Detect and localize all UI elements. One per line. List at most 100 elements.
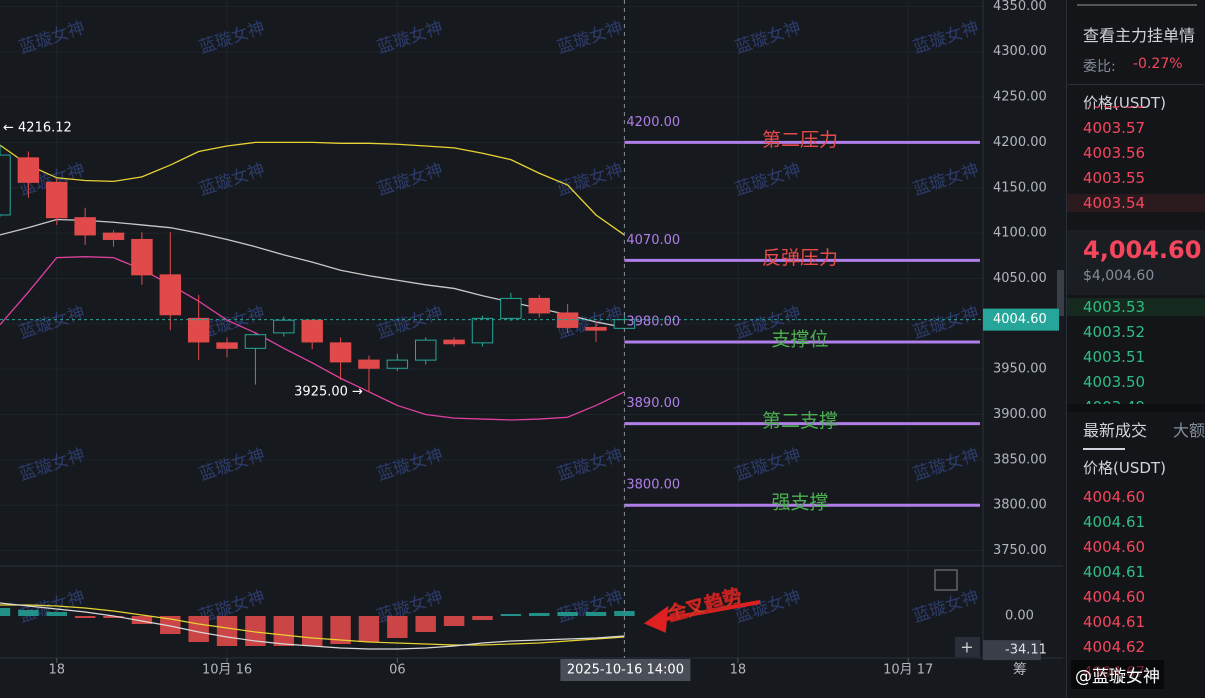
y-tick-label: 4100.00	[993, 226, 1047, 241]
price-row: 4003.52	[1083, 323, 1146, 341]
level-value-label: 4200.00	[626, 115, 680, 130]
annotation: 金叉趋势	[664, 584, 744, 626]
x-tick-label: 18	[730, 663, 747, 678]
watermarks: 蓝璇女神蓝璇女神蓝璇女神蓝璇女神蓝璇女神蓝璇女神蓝璇女神蓝璇女神蓝璇女神蓝璇女神…	[17, 18, 982, 627]
last-price-tag	[983, 308, 1059, 331]
candle-body	[386, 359, 409, 369]
price-row: 4004.60	[1083, 488, 1146, 506]
candle-body	[471, 317, 494, 344]
macd-line	[0, 604, 625, 646]
candle-body	[329, 342, 352, 363]
watermark: 蓝璇女神	[197, 160, 268, 200]
macd-line	[0, 602, 625, 650]
macd-bar	[415, 616, 436, 632]
y-tick-label: 4150.00	[993, 180, 1047, 195]
add-button[interactable]	[955, 637, 980, 657]
bottom-tab[interactable]: 筹	[1013, 661, 1027, 678]
y-tick-label: 3850.00	[993, 452, 1047, 467]
macd-plot	[0, 602, 635, 650]
macd-bar	[301, 616, 323, 646]
candle-body	[131, 238, 153, 276]
watermark: 蓝璇女神	[375, 445, 446, 485]
y-tick-label: 4050.00	[993, 271, 1047, 286]
price-row: 4003.50	[1083, 373, 1146, 391]
last-price: 4,004.60	[1083, 236, 1202, 264]
macd-bar	[273, 616, 295, 646]
macd-bar	[443, 616, 465, 626]
level-label: 支撑位	[771, 328, 828, 350]
price-row: 4003.55	[1083, 169, 1146, 187]
watermark: 蓝璇女神	[555, 160, 626, 200]
level-label: 第二压力	[762, 129, 838, 151]
last-price-usd: $4,004.60	[1083, 268, 1155, 284]
y-tick-label: 4200.00	[993, 135, 1047, 150]
watermark: 蓝璇女神	[911, 445, 982, 485]
candle-body	[273, 319, 295, 334]
candle-body	[500, 297, 522, 319]
level-value-label: 3800.00	[626, 478, 680, 493]
watermark: 蓝璇女神	[733, 445, 804, 485]
candle-body	[301, 319, 323, 343]
band-line	[0, 256, 625, 421]
y-tick-label: 3750.00	[993, 543, 1047, 558]
low-marker: 3925.00 →	[294, 384, 363, 399]
price-row: 4004.60	[1083, 588, 1146, 606]
ratio-value: -0.27%	[1133, 56, 1183, 72]
candle-body	[244, 334, 267, 349]
price-row: 4004.60	[1083, 538, 1146, 556]
candle-body	[415, 339, 437, 361]
price-row: 4004.61	[1083, 563, 1146, 581]
macd-value-label: -34.11	[1005, 643, 1047, 658]
axes: + 3750.00 3800.00 3850.00 3900.00 3950.00 400…	[0, 0, 1064, 678]
price-row: 4003.57	[1083, 119, 1146, 137]
watermark: 蓝璇女神	[555, 445, 626, 485]
price-plot: 4200.00 第二压力 4070.00 反弹压力 3980.00 支撑位 3890.00 第…	[0, 115, 982, 514]
macd-bar	[188, 616, 209, 642]
macd-bar	[500, 614, 522, 616]
macd-bar	[330, 616, 351, 644]
watermark: 蓝璇女神	[911, 587, 982, 627]
macd-tick-label: 0.00	[1005, 609, 1034, 624]
price-row: 4003.56	[1083, 144, 1146, 162]
watermark: 蓝璇女神	[911, 303, 982, 343]
price-row: 4003.51	[1083, 348, 1146, 366]
candle-body	[17, 157, 40, 183]
candle-body	[556, 312, 579, 328]
level-value-label: 4070.00	[626, 233, 680, 248]
price-row: 4003.54	[1067, 194, 1205, 212]
macd-bar	[0, 608, 11, 616]
last-price-box	[1067, 230, 1205, 295]
price-row: 4003.58	[1083, 106, 1145, 112]
macd-value-tag	[983, 640, 1041, 661]
toolbar[interactable]	[1077, 0, 1197, 6]
trades-tab[interactable]: 大额	[1173, 421, 1205, 440]
macd-bar	[18, 610, 39, 616]
macd-bar	[529, 613, 550, 616]
level-value-label: 3980.00	[626, 314, 680, 329]
credit: @蓝璇女神	[1071, 660, 1164, 689]
level-label: 强支撑	[771, 492, 828, 514]
annotation-arrow	[643, 600, 761, 633]
watermark: 蓝璇女神	[375, 160, 446, 200]
watermark: 蓝璇女神	[197, 445, 268, 485]
side-panel: 查看主力挂单情 委比: -0.27% 价格(USDT) 4003.584003.…	[1066, 0, 1205, 698]
candle-body	[74, 217, 96, 236]
candle-body	[46, 181, 68, 219]
candle-body	[216, 342, 238, 349]
add-icon[interactable]: +	[960, 638, 973, 657]
divider	[1067, 404, 1205, 412]
candle-body	[443, 339, 465, 345]
panel-title[interactable]: 查看主力挂单情	[1083, 26, 1196, 45]
panel-toggle[interactable]	[1057, 270, 1064, 316]
trades-tab[interactable]: 最新成交	[1083, 421, 1148, 440]
y-tick-label: 3900.00	[993, 407, 1047, 422]
x-tick-label: 18	[48, 663, 65, 678]
x-tick-label: 06	[389, 663, 406, 678]
expand-icon[interactable]	[934, 569, 958, 591]
macd-bar	[216, 616, 238, 646]
price-row: 4003.53	[1067, 298, 1205, 316]
trades-price-header: 价格(USDT)	[1083, 459, 1166, 477]
macd-bar	[614, 611, 635, 616]
macd-bar	[472, 616, 493, 620]
candle-body	[187, 317, 210, 343]
